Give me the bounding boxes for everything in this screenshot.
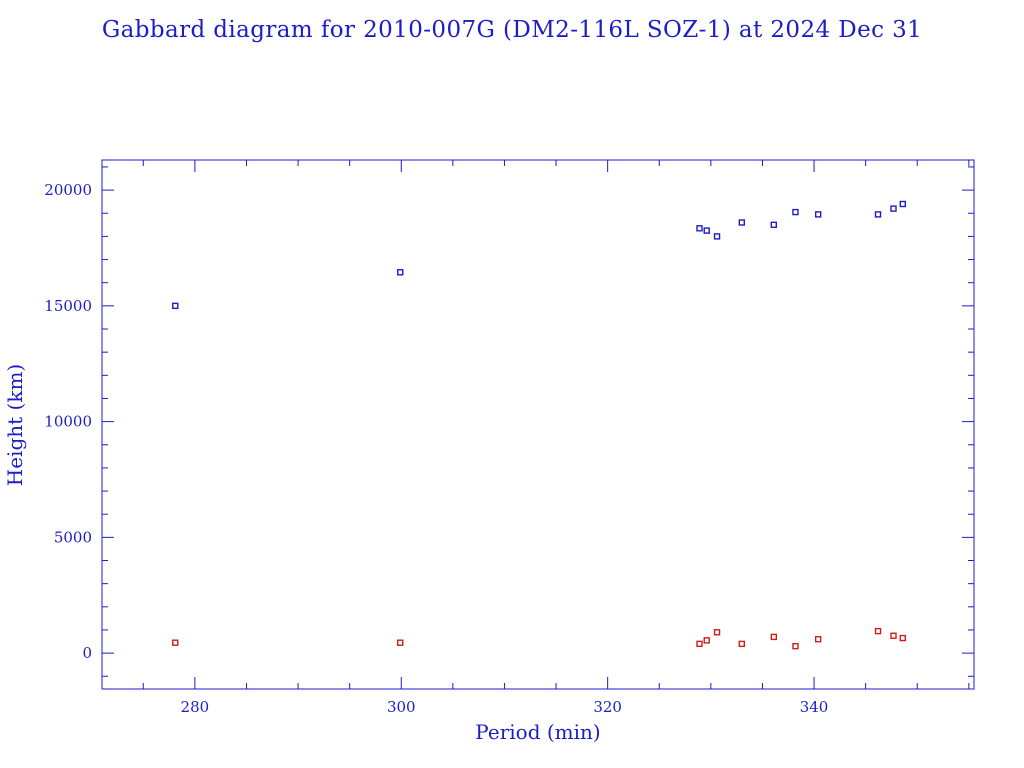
apogee-point <box>899 200 906 208</box>
plot-frame <box>101 159 975 690</box>
apogee-point <box>770 221 778 229</box>
apogee-point <box>397 269 404 276</box>
perigee-point <box>696 640 703 648</box>
axis-tick-labels: 280 300 320 340 0 5000 10000 15000 20000 <box>44 181 828 716</box>
perigee-point <box>703 637 710 644</box>
perigee-point <box>874 627 882 635</box>
x-tick-label: 280 <box>181 698 210 716</box>
axis-ticks <box>102 160 974 689</box>
y-tick-label: 15000 <box>44 297 92 315</box>
y-tick-label: 20000 <box>44 181 92 199</box>
chart-title: Gabbard diagram for 2010-007G (DM2-116L … <box>102 17 922 43</box>
perigee-point <box>738 640 746 648</box>
perigee-point <box>814 636 822 643</box>
apogee-point <box>792 208 799 216</box>
perigee-point <box>172 639 179 646</box>
y-tick-label: 0 <box>82 644 92 662</box>
perigee-point <box>770 633 778 641</box>
perigee-point <box>899 634 906 642</box>
apogee-point <box>890 205 897 212</box>
perigee-point <box>792 642 799 650</box>
apogee-point <box>696 225 703 232</box>
y-tick-label: 5000 <box>54 528 92 546</box>
apogee-point <box>703 227 710 234</box>
y-tick-label: 10000 <box>44 413 92 431</box>
y-axis-label: Height (km) <box>3 364 27 486</box>
x-tick-label: 340 <box>800 698 829 716</box>
x-tick-label: 300 <box>387 698 416 716</box>
perigee-point <box>713 629 721 636</box>
perigee-point <box>397 639 404 646</box>
perigee-point <box>890 632 897 639</box>
apogee-point <box>738 219 746 226</box>
data-points <box>172 200 906 650</box>
apogee-point <box>713 233 721 240</box>
apogee-point <box>874 211 882 218</box>
x-axis-label: Period (min) <box>475 720 600 744</box>
apogee-point <box>814 211 822 218</box>
apogee-point <box>172 302 179 310</box>
x-tick-label: 320 <box>593 698 622 716</box>
